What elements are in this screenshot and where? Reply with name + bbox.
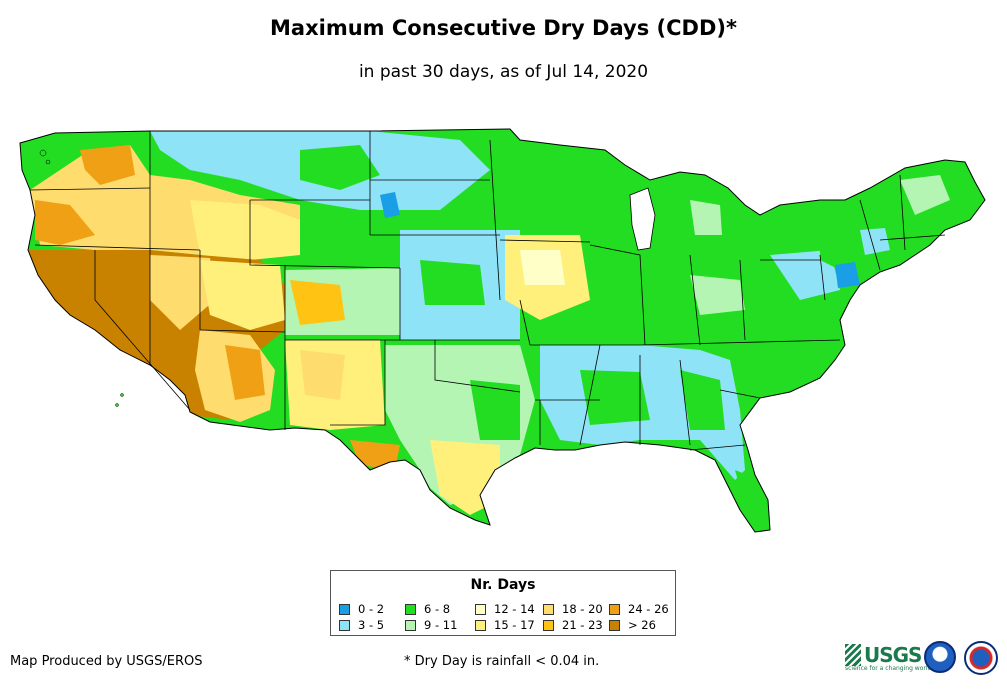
legend-item: 6 - 8 [405,602,450,616]
usgs-logo-text: USGS [864,643,922,667]
cdd-zones [28,131,985,525]
legend-item: 21 - 23 [543,618,603,632]
legend-swatch [339,603,350,615]
legend-label: 6 - 8 [424,602,451,616]
noaa-logo-icon [924,641,956,673]
legend-swatch [609,619,620,631]
map-subtitle: in past 30 days, as of Jul 14, 2020 [358,62,649,82]
legend-label: 12 - 14 [494,602,535,616]
legend-swatch [475,603,486,615]
legend-item: 0 - 2 [339,602,384,616]
legend-swatch [405,619,416,631]
legend-item: 15 - 17 [475,618,535,632]
legend-swatch [339,619,350,631]
lake-michigan [629,187,656,251]
legend: Nr. Days 0 - 2 3 - 5 6 - 8 9 - 11 12 - 14 15 … [330,570,676,636]
legend-item: > 26 [609,618,656,632]
dry-day-footnote: * Dry Day is rainfall < 0.04 in. [404,654,600,669]
legend-swatch [609,603,620,615]
legend-label: 3 - 5 [358,618,385,632]
legend-label: 9 - 11 [424,618,458,632]
legend-item: 3 - 5 [339,618,384,632]
map-title: Maximum Consecutive Dry Days (CDD)* [270,16,737,40]
usgs-tagline: science for a changing world [845,665,932,672]
legend-item: 12 - 14 [475,602,535,616]
legend-item: 18 - 20 [543,602,603,616]
legend-label: 15 - 17 [494,618,535,632]
map-credit: Map Produced by USGS/EROS [10,654,203,669]
legend-label: 0 - 2 [358,602,385,616]
legend-title: Nr. Days [470,577,536,593]
legend-item: 24 - 26 [609,602,669,616]
legend-label: > 26 [628,618,656,632]
legend-swatch [405,603,416,615]
legend-label: 24 - 26 [628,602,669,616]
legend-label: 18 - 20 [562,602,603,616]
nws-logo-icon [964,641,998,675]
legend-label: 21 - 23 [562,618,603,632]
coastal-details [39,149,124,407]
usgs-mark-icon [845,644,861,666]
legend-swatch [543,603,554,615]
legend-item: 9 - 11 [405,618,457,632]
legend-swatch [543,619,554,631]
usgs-logo: USGS [845,643,922,667]
state-boundaries [29,131,946,451]
legend-swatch [475,619,486,631]
